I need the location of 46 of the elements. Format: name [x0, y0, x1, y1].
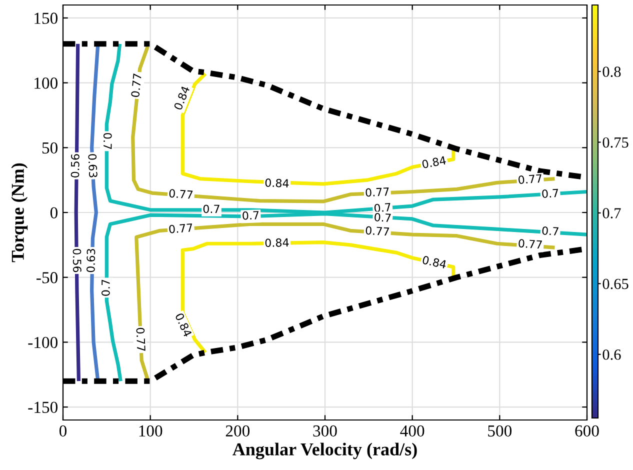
y-axis-title: Torque (Nm) [11, 163, 28, 262]
annotation: 0.84 [422, 256, 447, 269]
annotation: 0.7 [203, 204, 220, 214]
y-tick-label: -150 [28, 402, 58, 413]
color-bar-label: 0.8 [602, 66, 621, 77]
color-bar-label: 0.75 [602, 137, 628, 148]
x-axis-title: Angular Velocity (rad/s) [232, 442, 417, 460]
y-tick-label: 0 [50, 207, 58, 218]
y-tick-label: 150 [34, 12, 58, 24]
annotation: 0.77 [168, 223, 193, 234]
annotation: 0.77 [518, 238, 542, 249]
annotation: 0.77 [169, 188, 193, 200]
annotation: 0.7 [374, 212, 391, 222]
color-bar-label: 0.7 [602, 208, 621, 218]
annotation: 0.77 [136, 328, 146, 352]
annotation: 0.56 [72, 248, 82, 272]
x-tick-label: 300 [313, 425, 337, 437]
annotation: 0.84 [174, 312, 192, 338]
annotation: 0.77 [130, 74, 142, 98]
annotation: 0.7 [103, 133, 112, 150]
color-bar-label: 0.65 [602, 278, 628, 290]
annotation: 0.7 [542, 226, 558, 236]
annotation: 0.63 [88, 154, 98, 178]
y-tick-label: -100 [28, 336, 58, 348]
annotation: 0.63 [86, 248, 96, 272]
annotation: 0.7 [542, 188, 558, 198]
y-tick-label: 100 [34, 78, 58, 89]
x-tick-label: 0 [59, 425, 67, 437]
annotation: 0.77 [518, 174, 542, 184]
x-tick-label: 100 [139, 425, 162, 437]
x-tick-label: 400 [400, 425, 424, 437]
annotation: 0.56 [70, 154, 80, 178]
annotation: 0.84 [422, 156, 446, 169]
y-tick-label: 50 [42, 142, 58, 154]
annotation: 0.77 [366, 187, 389, 197]
y-tick-label: -50 [36, 272, 58, 284]
x-tick-label: 500 [488, 425, 512, 437]
color-bar-label: 0.6 [602, 349, 621, 360]
x-tick-label: 600 [575, 425, 599, 437]
x-tick-label: 200 [226, 425, 250, 437]
annotation: 0.84 [265, 178, 289, 188]
annotation: 0.84 [265, 238, 289, 248]
annotation: 0.7 [101, 280, 110, 296]
annotation: 0.77 [366, 226, 390, 236]
annotation: 0.84 [174, 86, 190, 110]
annotation: 0.7 [374, 202, 391, 212]
